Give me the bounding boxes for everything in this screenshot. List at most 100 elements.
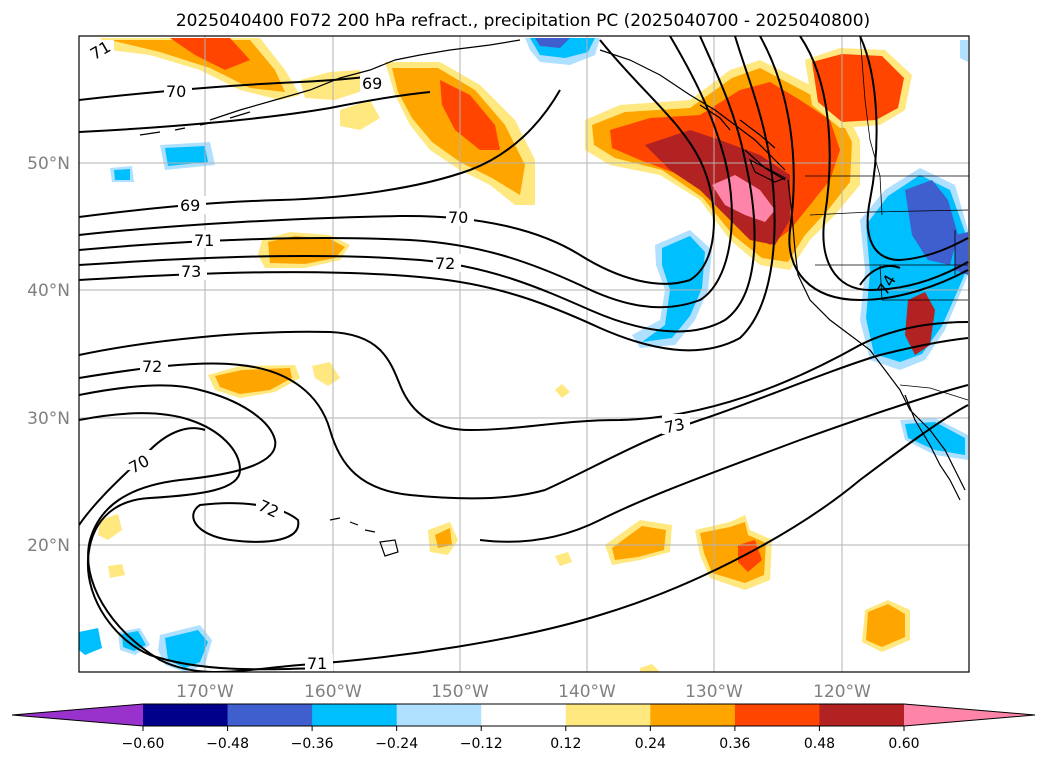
- precip-fill: [79, 38, 968, 672]
- contour-line: [759, 36, 969, 302]
- colorbar-segment: [565, 704, 651, 726]
- map-frame: [78, 35, 970, 673]
- coastline-baja: [904, 394, 961, 501]
- precip-positive-region: [555, 384, 570, 398]
- precip-negative-region: [114, 169, 130, 180]
- coastline-vancouver-island: [748, 158, 787, 183]
- precip-positive-region: [640, 664, 660, 672]
- colorbar-segment: [481, 704, 567, 726]
- contour-line: [192, 502, 300, 543]
- precip-negative-region: [642, 236, 705, 342]
- precip-negative-region: [905, 422, 965, 455]
- colorbar-tick-label: 0.24: [635, 736, 666, 752]
- precip-negative-region: [535, 38, 570, 48]
- border-us-mexico: [899, 384, 969, 401]
- lat-label: 40°N: [27, 281, 70, 301]
- colorbar-tick-label: 0.12: [550, 736, 581, 752]
- colorbar-segment: [143, 704, 229, 726]
- colorbar-tick-label: −0.48: [206, 736, 249, 752]
- figure-title: 2025040400 F072 200 hPa refract., precip…: [176, 11, 870, 31]
- colorbar-tick-label: −0.60: [122, 736, 165, 752]
- precip-positive-region: [812, 54, 904, 122]
- contour-line: [79, 321, 969, 432]
- border-states: [809, 175, 969, 301]
- precip-negative-region: [79, 628, 102, 655]
- contour-line: [79, 39, 715, 285]
- contour-line: [79, 337, 969, 500]
- contour-label: 69: [362, 74, 382, 93]
- lon-label: 120°W: [813, 682, 871, 702]
- lon-label: 130°W: [685, 682, 743, 702]
- precip-positive-region: [340, 100, 380, 130]
- contour-line: [79, 91, 431, 133]
- contour-label: 73: [663, 414, 687, 437]
- precip-negative-region: [905, 292, 935, 355]
- lat-label: 50°N: [27, 154, 70, 174]
- refractivity-contours: [79, 36, 969, 672]
- contour-label: 70: [448, 208, 468, 227]
- contour-line: [859, 36, 969, 262]
- precip-positive-region: [108, 564, 125, 578]
- precip-positive-region: [435, 528, 452, 548]
- map-panel: 71 70 69 69 70 71 72 73 72 70: [78, 35, 970, 673]
- lon-label: 160°W: [304, 682, 362, 702]
- contour-line: [479, 384, 969, 543]
- coastlines: [139, 39, 966, 557]
- contour-line: [859, 265, 901, 286]
- contour-label: 73: [181, 262, 201, 281]
- contour-label: 69: [180, 196, 200, 215]
- precip-positive-region: [98, 514, 122, 540]
- contour-line: [79, 36, 756, 333]
- colorbar-segment: [650, 704, 736, 726]
- contour-line: [79, 36, 776, 352]
- contour-line: [79, 384, 969, 672]
- precip-positive-region: [170, 38, 250, 70]
- contour-label: 71: [307, 654, 327, 673]
- lat-label: 30°N: [27, 409, 70, 429]
- contour-label: 70: [166, 82, 186, 101]
- lon-label: 170°W: [176, 682, 234, 702]
- colorbar-tick-label: −0.36: [291, 736, 334, 752]
- colorbar-segment: [819, 704, 905, 726]
- border-alaska-canada: [859, 36, 881, 177]
- contour-line: [799, 36, 969, 292]
- colorbar-tick-label: 0.48: [804, 736, 835, 752]
- lat-label: 20°N: [27, 536, 70, 556]
- precip-negative-region: [165, 146, 208, 166]
- colorbar-extend-high: [904, 704, 1035, 726]
- contour-label: 72: [435, 254, 455, 273]
- precip-positive-region: [612, 526, 666, 560]
- precip-positive-region: [712, 175, 775, 222]
- coastline-alaska: [209, 39, 521, 121]
- latitude-labels: 50°N 40°N 30°N 20°N: [27, 154, 70, 556]
- colorbar-tick-label: 0.60: [888, 736, 919, 752]
- colorbar-tick-label: −0.12: [460, 736, 503, 752]
- precip-negative-region: [165, 630, 208, 668]
- precip-negative-region: [960, 40, 968, 62]
- coastline-aleutians: [139, 111, 251, 136]
- longitude-labels: 170°W 160°W 150°W 140°W 130°W 120°W: [176, 682, 871, 702]
- contour-label: 72: [142, 357, 162, 376]
- coastline-west-coast: [787, 179, 966, 491]
- contour-line: [79, 89, 561, 218]
- lon-label: 150°W: [431, 682, 489, 702]
- hawaii-islands: [329, 517, 399, 557]
- contour-line: [79, 36, 733, 309]
- contour-line: [79, 412, 321, 671]
- colorbar: −0.60 −0.48 −0.36 −0.24 −0.12 0.12 0.24 0.36 0.4…: [11, 703, 1036, 752]
- precip-positive-region: [555, 552, 572, 566]
- lon-label: 140°W: [558, 682, 616, 702]
- colorbar-segment: [396, 704, 482, 726]
- colorbar-segment: [227, 704, 313, 726]
- precip-negative-region: [905, 180, 958, 265]
- precip-positive-region: [215, 368, 292, 394]
- colorbar-segment: [312, 704, 398, 726]
- colorbar-tick-label: −0.24: [375, 736, 418, 752]
- contour-label: 71: [194, 231, 214, 250]
- coastline-panhandle: [599, 49, 786, 171]
- political-borders: [805, 36, 969, 401]
- precip-positive-region: [866, 604, 905, 647]
- colorbar-extend-low: [12, 704, 143, 726]
- colorbar-tick-label: 0.36: [719, 736, 750, 752]
